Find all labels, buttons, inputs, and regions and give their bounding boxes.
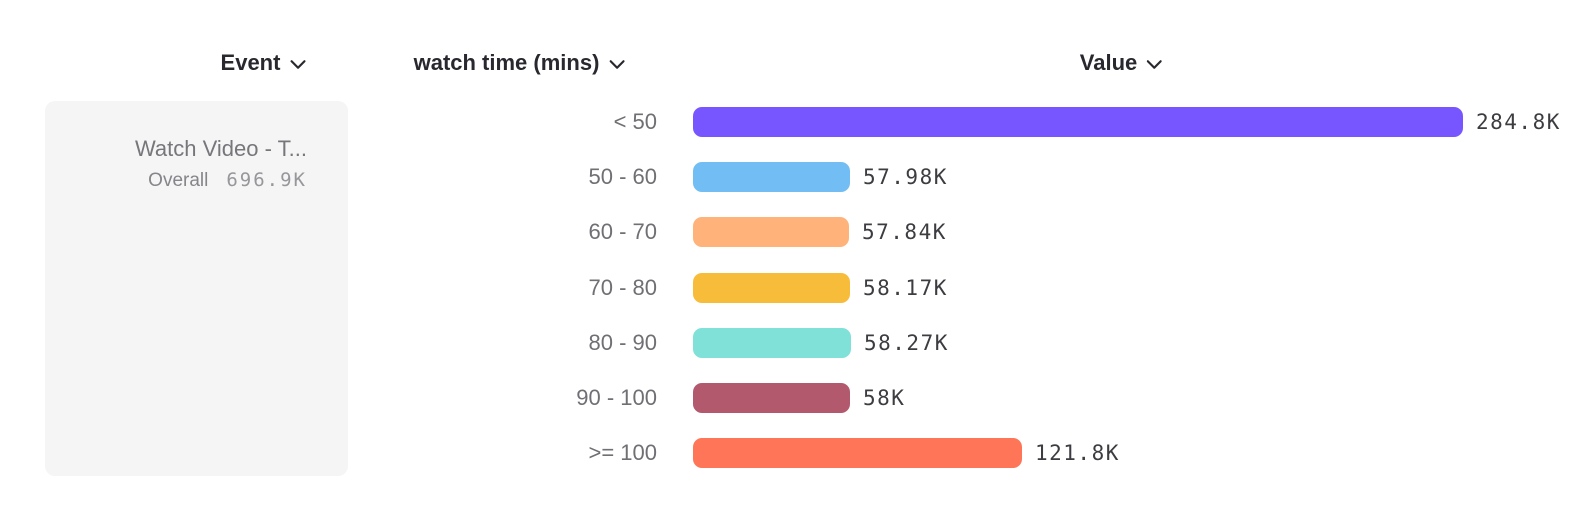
event-card[interactable]: Watch Video - T... Overall 696.9K	[45, 101, 348, 476]
bar-value: 57.98K	[863, 164, 948, 189]
event-overall-row: Overall 696.9K	[135, 169, 307, 192]
bucket-label: 80 - 90	[588, 329, 658, 355]
bar-value: 57.84K	[862, 220, 947, 245]
bar-value: 284.8K	[1476, 109, 1561, 134]
bar-row: < 50 284.8K	[0, 94, 1592, 149]
bar-value: 121.8K	[1035, 441, 1120, 466]
bar-value: 58.17K	[863, 275, 948, 300]
bar-row: 80 - 90 58.27K	[0, 315, 1592, 370]
bar-value: 58K	[863, 386, 906, 411]
chevron-down-icon	[290, 60, 306, 69]
breakdown-column-label: watch time (mins)	[413, 50, 600, 75]
bar[interactable]	[693, 161, 850, 192]
event-column-header[interactable]: Event	[221, 50, 306, 76]
breakdown-column-header[interactable]: watch time (mins)	[414, 50, 625, 76]
bar-row: 60 - 70 57.84K	[0, 205, 1592, 260]
bucket-label: 60 - 70	[588, 219, 658, 245]
bar-row: >= 100 121.8K	[0, 426, 1592, 481]
event-name: Watch Video - T...	[134, 136, 307, 161]
bar-rows: < 50 284.8K 50 - 60 57.98K 60 - 70 57.84…	[0, 94, 1592, 481]
bar-row: 50 - 60 57.98K	[0, 149, 1592, 204]
bucket-label: < 50	[613, 108, 657, 134]
bar[interactable]	[693, 438, 1022, 469]
bar[interactable]	[693, 106, 1463, 137]
bucket-label: >= 100	[588, 440, 657, 466]
value-column-header[interactable]: Value	[1079, 50, 1163, 76]
event-column-label: Event	[220, 50, 281, 75]
chevron-down-icon	[609, 60, 625, 69]
bar[interactable]	[693, 383, 850, 414]
event-card-content: Watch Video - T... Overall 696.9K	[135, 135, 307, 192]
overall-label: Overall	[148, 170, 209, 191]
bucket-label: 50 - 60	[588, 163, 658, 189]
chevron-down-icon	[1147, 60, 1163, 69]
bar-row: 90 - 100 58K	[0, 370, 1592, 425]
bar[interactable]	[693, 327, 851, 358]
bar[interactable]	[693, 217, 849, 248]
bucket-label: 90 - 100	[576, 385, 657, 411]
bar[interactable]	[693, 272, 850, 303]
bar-row: 70 - 80 58.17K	[0, 260, 1592, 315]
bucket-label: 70 - 80	[588, 274, 658, 300]
bar-value: 58.27K	[864, 330, 949, 355]
overall-value: 696.9K	[226, 169, 307, 191]
value-column-label: Value	[1079, 50, 1138, 75]
